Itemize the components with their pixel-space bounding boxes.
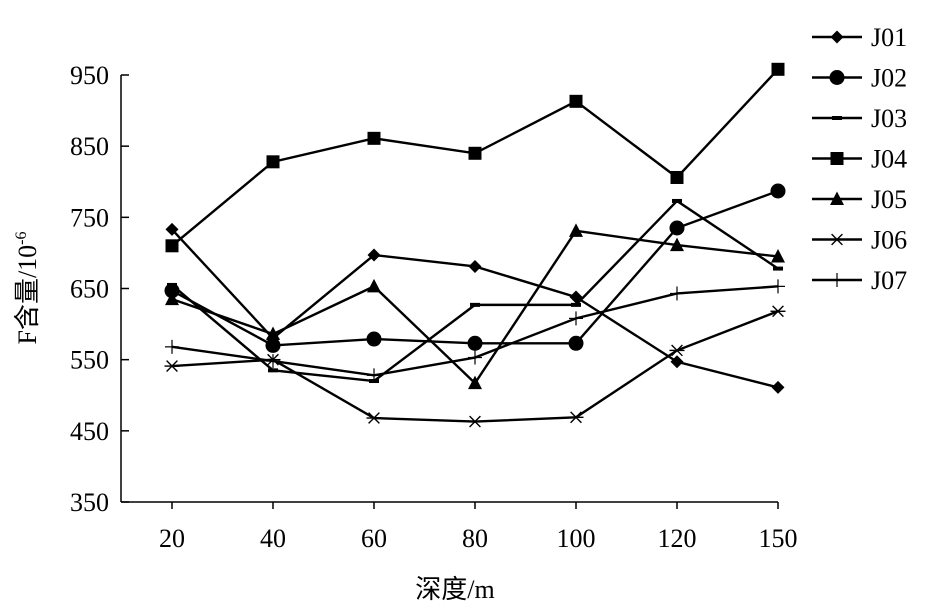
data-point-J02 [265, 337, 281, 353]
data-point-J06 [568, 411, 584, 424]
legend-marker [829, 233, 845, 246]
legend-item-J07: J07 [812, 266, 907, 295]
data-point-J03 [470, 302, 480, 307]
data-point-J04 [266, 155, 280, 169]
series-J07 [165, 279, 785, 383]
x-ticks: 20 40 60 80 100 120 150 [159, 502, 798, 553]
data-point-J04 [468, 146, 482, 160]
series-J02 [164, 183, 786, 353]
data-point-J05 [569, 223, 583, 237]
y-tick-label: 650 [70, 275, 109, 304]
y-ticks: 350 450 550 650 750 850 950 [70, 61, 129, 517]
data-point-J05 [165, 291, 179, 306]
legend-item-J02: J02 [812, 64, 907, 93]
data-point-J06 [467, 415, 483, 428]
data-point-J02 [366, 331, 382, 347]
data-point-J01 [468, 259, 482, 273]
y-axis-title: F含量/10-6 [13, 231, 42, 344]
data-point-J06 [366, 412, 382, 424]
data-point-J06 [164, 360, 180, 372]
legend-item-J06: J06 [812, 226, 907, 255]
legend-marker [829, 70, 845, 85]
data-point-J02 [568, 335, 584, 351]
legend-marker [830, 152, 844, 165]
y-tick-label: 750 [70, 203, 109, 232]
data-point-J03 [773, 266, 783, 271]
legend-label: J05 [871, 185, 907, 214]
data-point-J03 [672, 198, 682, 203]
data-point-J03 [268, 368, 278, 373]
legend-item-J04: J04 [812, 145, 907, 174]
y-axis-title-group: F含量/10-6 [13, 231, 42, 344]
data-point-J01 [165, 222, 179, 236]
x-axis-title: 深度/m [415, 575, 494, 604]
axes [120, 75, 778, 503]
x-tick-label: 20 [159, 524, 185, 553]
series-J05 [165, 223, 785, 390]
legend-label: J04 [871, 145, 907, 174]
data-point-J05 [468, 375, 482, 390]
data-point-J07 [367, 368, 381, 383]
data-point-J04 [367, 131, 381, 145]
data-point-J01 [670, 355, 684, 369]
data-point-J06 [669, 344, 685, 357]
data-point-J05 [670, 237, 684, 252]
data-point-J01 [367, 248, 381, 262]
y-tick-label: 850 [70, 132, 109, 161]
data-point-J05 [367, 278, 381, 293]
legend-label: J07 [871, 266, 907, 295]
legend-label: J01 [871, 23, 907, 52]
legend-label: J06 [871, 226, 907, 255]
y-axis-title-main: F含量/10 [13, 245, 42, 345]
data-point-J01 [771, 380, 785, 394]
data-point-J04 [670, 170, 684, 184]
data-point-J05 [266, 326, 280, 341]
legend-item-J05: J05 [812, 185, 907, 214]
data-point-J04 [569, 94, 583, 108]
legend-marker [832, 116, 842, 120]
data-point-J02 [669, 220, 685, 236]
series-layer [164, 62, 786, 428]
data-point-J07 [165, 339, 179, 354]
legend-marker [830, 30, 844, 44]
data-point-J07 [670, 286, 684, 301]
data-point-J06 [770, 305, 786, 318]
legend-item-J03: J03 [812, 104, 907, 133]
x-tick-label: 120 [658, 524, 697, 553]
legend-label: J03 [871, 104, 907, 133]
data-point-J07 [569, 311, 583, 326]
data-point-J03 [571, 302, 581, 307]
y-tick-label: 350 [70, 488, 109, 517]
data-point-J04 [165, 239, 179, 253]
x-tick-label: 60 [361, 524, 387, 553]
data-point-J07 [468, 350, 482, 365]
data-point-J07 [771, 279, 785, 294]
legend-label: J02 [871, 64, 907, 93]
x-tick-label: 100 [557, 524, 596, 553]
x-tick-label: 80 [462, 524, 488, 553]
data-point-J07 [266, 354, 280, 369]
y-axis-title-exponent: -6 [13, 231, 30, 244]
data-point-J05 [771, 248, 785, 263]
legend-marker [830, 273, 844, 287]
y-tick-label: 450 [70, 417, 109, 446]
x-tick-label: 40 [260, 524, 286, 553]
data-point-J03 [167, 282, 177, 287]
x-tick-label: 150 [759, 524, 798, 553]
series-J04 [165, 62, 785, 253]
data-point-J02 [770, 183, 786, 199]
series-J01 [165, 222, 785, 394]
y-tick-label: 950 [70, 61, 109, 90]
legend-item-J01: J01 [812, 23, 907, 52]
data-point-J02 [467, 335, 483, 351]
data-point-J04 [771, 62, 785, 76]
legend-marker [830, 191, 844, 205]
legend: J01 J02 J03 J04 J05 J06 J07 [812, 23, 907, 295]
y-tick-label: 550 [70, 346, 109, 375]
